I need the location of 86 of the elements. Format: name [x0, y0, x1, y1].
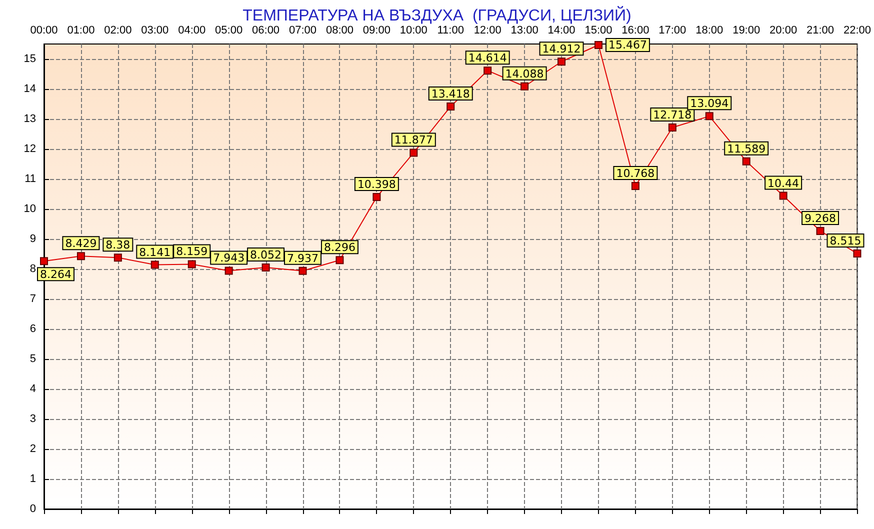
- point: [779, 192, 788, 200]
- point: [224, 266, 233, 275]
- data-label: 8.515: [830, 234, 862, 248]
- point: [40, 257, 48, 266]
- y-tick-label: 6: [30, 323, 36, 335]
- data-label: 8.052: [250, 248, 282, 262]
- x-tick-label: 21:00: [806, 24, 834, 36]
- point: [188, 260, 196, 268]
- y-tick-label: 11: [24, 173, 36, 185]
- y-tick-label: 12: [24, 143, 36, 155]
- y-tick-label: 14: [24, 83, 36, 95]
- y-tick-label: 15: [24, 53, 36, 65]
- x-tick-label: 00:00: [30, 24, 58, 36]
- data-label: 8.141: [139, 246, 171, 259]
- x-tick-label: 15:00: [584, 24, 612, 36]
- x-tick-label: 02:00: [104, 24, 132, 36]
- x-tick-label: 07:00: [288, 24, 317, 36]
- x-tick-label: 05:00: [215, 24, 243, 36]
- point: [742, 157, 750, 166]
- point: [410, 148, 418, 157]
- point: [336, 256, 344, 264]
- x-tick-label: 20:00: [770, 24, 798, 36]
- point: [816, 226, 824, 235]
- data-label: 7.937: [287, 252, 319, 265]
- x-tick-label: 17:00: [658, 24, 686, 36]
- x-tick-label: 22:00: [843, 24, 871, 36]
- chart-title: ТЕМПЕРАТУРА НА ВЪЗДУХА (ГРАДУСИ, ЦЕЛЗИЙ): [242, 6, 632, 24]
- data-label: 12.718: [653, 108, 692, 122]
- y-tick-label: 5: [30, 353, 36, 365]
- point: [705, 112, 714, 120]
- point: [446, 102, 455, 110]
- data-label: 14.614: [468, 52, 507, 65]
- data-label: 10.44: [768, 176, 800, 190]
- data-label: 8.38: [106, 238, 130, 252]
- data-label: 14.912: [542, 42, 581, 56]
- x-tick-label: 14:00: [548, 24, 576, 36]
- x-tick-label: 04:00: [178, 24, 206, 36]
- y-tick-label: 0: [30, 503, 36, 515]
- point: [668, 123, 676, 132]
- point: [631, 182, 640, 190]
- data-label: 9.268: [804, 212, 836, 225]
- data-label: 11.877: [394, 134, 433, 147]
- x-tick-label: 03:00: [141, 24, 169, 36]
- x-tick-label: 11:00: [437, 24, 464, 36]
- y-tick-label: 13: [24, 113, 36, 125]
- point: [853, 250, 862, 258]
- y-tick-label: 4: [30, 383, 36, 395]
- data-label: 8.264: [40, 268, 72, 282]
- data-label: 15.467: [608, 38, 647, 52]
- x-tick-label: 12:00: [474, 24, 502, 36]
- y-tick-label: 3: [30, 413, 36, 425]
- x-tick-label: 10:00: [400, 24, 428, 36]
- x-tick-label: 06:00: [252, 24, 280, 36]
- point: [114, 254, 122, 262]
- x-tick-label: 18:00: [696, 24, 724, 36]
- y-tick-label: 10: [24, 203, 36, 215]
- x-tick-label: 08:00: [326, 24, 354, 36]
- data-label: 14.088: [505, 67, 544, 80]
- point: [558, 58, 566, 66]
- x-tick-label: 09:00: [362, 24, 390, 36]
- data-label: 13.418: [431, 87, 470, 100]
- y-tick-label: 7: [30, 293, 36, 305]
- point: [150, 260, 159, 269]
- data-label: 10.768: [616, 166, 655, 180]
- x-tick-label: 13:00: [510, 24, 538, 36]
- point: [298, 266, 307, 275]
- y-tick-label: 1: [30, 473, 36, 485]
- data-label: 7.943: [213, 252, 245, 265]
- point: [372, 193, 381, 202]
- x-tick-label: 01:00: [67, 24, 95, 36]
- data-label: 8.429: [65, 237, 97, 250]
- data-label: 10.398: [357, 178, 396, 192]
- x-tick-label: 19:00: [732, 24, 760, 36]
- point: [484, 66, 492, 75]
- y-tick-label: 8: [30, 263, 36, 275]
- y-tick-label: 2: [30, 443, 36, 455]
- data-label: 8.159: [176, 245, 208, 258]
- y-tick-label: 9: [30, 233, 36, 245]
- data-label: 8.296: [324, 241, 356, 254]
- x-tick-label: 16:00: [622, 24, 650, 36]
- point: [262, 263, 270, 272]
- point: [520, 82, 529, 90]
- data-label: 13.094: [690, 97, 729, 110]
- point: [76, 252, 85, 260]
- point: [594, 40, 602, 49]
- data-label: 11.589: [727, 142, 766, 156]
